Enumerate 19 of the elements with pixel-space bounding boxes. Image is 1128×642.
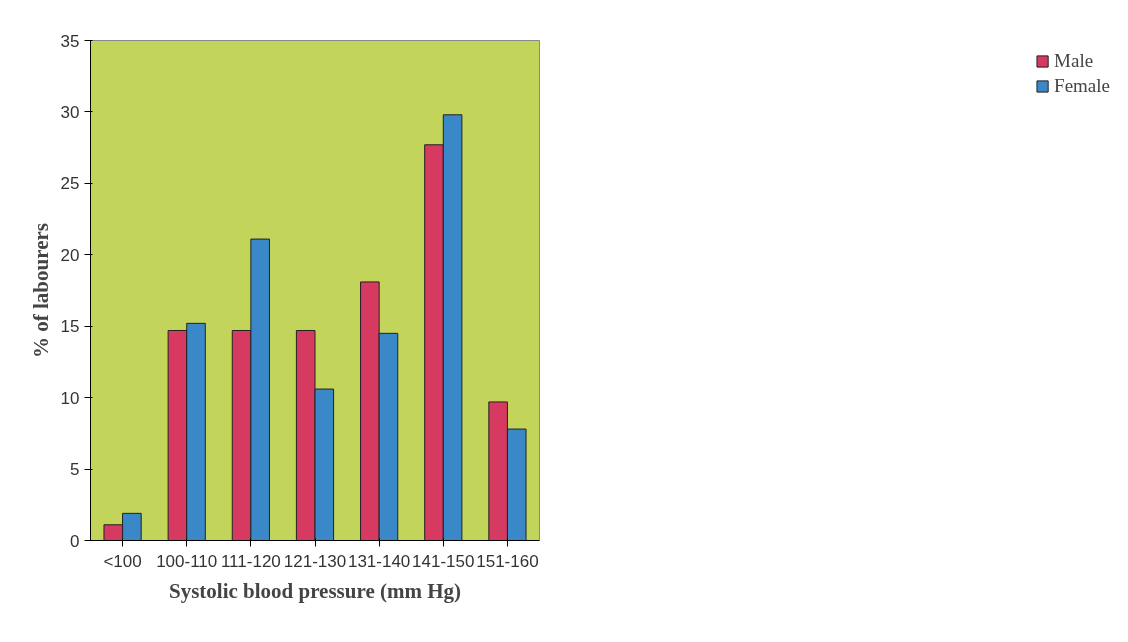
y-tick-label: 30 xyxy=(60,102,80,122)
x-tick-label: 151-160 xyxy=(476,551,539,571)
y-tick-label: 35 xyxy=(60,31,80,51)
y-tick-label: 0 xyxy=(70,531,80,551)
x-tick-label: 141-150 xyxy=(412,551,475,571)
x-axis-title: Systolic blood pressure (mm Hg) xyxy=(168,578,462,603)
y-tick-label: 15 xyxy=(60,317,80,337)
y-axis-title: % of labourers xyxy=(28,223,53,358)
y-tick-label: 5 xyxy=(70,460,80,480)
x-tick-label: 131-140 xyxy=(347,551,411,571)
legend-label: Female xyxy=(1054,75,1110,97)
x-tick-label: 121-130 xyxy=(283,551,347,571)
x-tick-label: 111-120 xyxy=(220,551,281,571)
y-tick-label: 10 xyxy=(60,388,80,408)
x-tick-label: 100-110 xyxy=(156,551,218,571)
y-tick-label: 20 xyxy=(60,245,80,265)
x-tick-label: <100 xyxy=(103,551,142,571)
y-tick-label: 25 xyxy=(60,174,80,194)
legend-label: Male xyxy=(1054,50,1094,72)
